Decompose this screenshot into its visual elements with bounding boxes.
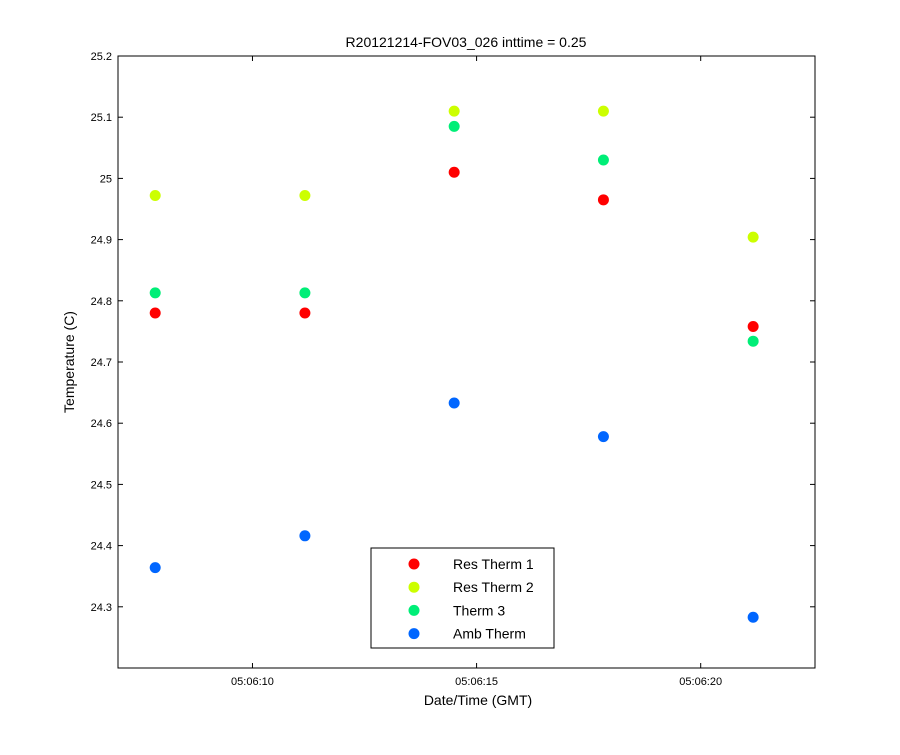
data-point-series-1 [597, 105, 609, 117]
y-tick-label: 25.1 [91, 112, 112, 124]
data-point-series-2 [299, 287, 311, 299]
x-tick-label: 05:06:20 [679, 676, 722, 688]
y-axis-label: Temperature (C) [61, 311, 77, 413]
data-point-series-1 [448, 105, 460, 117]
x-axis-ticks: 05:06:10 05:06:15 05:06:20 [231, 56, 722, 688]
y-axis-ticks: 24.3 24.4 24.5 24.6 24.7 24.8 24.9 25 25.1 25.2 [91, 51, 815, 614]
data-point-series-0 [299, 307, 311, 319]
legend-marker [408, 604, 420, 616]
y-tick-label: 24.4 [91, 541, 112, 553]
data-point-series-3 [149, 562, 161, 574]
legend-marker [408, 581, 420, 593]
y-tick-label: 25 [100, 173, 112, 185]
data-point-series-2 [747, 335, 759, 347]
data-point-series-3 [448, 397, 460, 409]
data-point-series-0 [747, 321, 759, 333]
data-point-series-3 [747, 611, 759, 623]
y-tick-label: 25.2 [91, 51, 112, 63]
x-tick-label: 05:06:15 [455, 676, 498, 688]
y-tick-label: 24.9 [91, 235, 112, 247]
y-tick-label: 24.8 [91, 296, 112, 308]
data-point-series-1 [299, 190, 311, 202]
x-axis-label: Date/Time (GMT) [424, 692, 532, 708]
y-tick-label: 24.7 [91, 357, 112, 369]
legend-marker [408, 628, 420, 640]
legend-label: Amb Therm [453, 626, 526, 642]
legend-label: Res Therm 2 [453, 579, 534, 595]
legend-label: Therm 3 [453, 602, 505, 618]
data-point-series-0 [448, 166, 460, 178]
data-point-series-2 [448, 120, 460, 132]
legend-marker [408, 558, 420, 570]
y-tick-label: 24.3 [91, 602, 112, 614]
data-point-series-3 [597, 431, 609, 443]
data-point-series-1 [747, 231, 759, 243]
y-tick-label: 24.5 [91, 479, 112, 491]
data-point-series-1 [149, 190, 161, 202]
data-point-series-2 [149, 287, 161, 299]
legend: Res Therm 1 Res Therm 2 Therm 3 Amb Therm [370, 547, 555, 649]
data-point-series-0 [597, 194, 609, 206]
data-points [149, 105, 759, 623]
legend-label: Res Therm 1 [453, 556, 534, 572]
y-tick-label: 24.6 [91, 418, 112, 430]
data-point-series-0 [149, 307, 161, 319]
legend-box [370, 547, 555, 649]
data-point-series-2 [597, 154, 609, 166]
chart-title: R20121214-FOV03_026 inttime = 0.25 [346, 34, 587, 50]
data-point-series-3 [299, 530, 311, 542]
x-tick-label: 05:06:10 [231, 676, 274, 688]
